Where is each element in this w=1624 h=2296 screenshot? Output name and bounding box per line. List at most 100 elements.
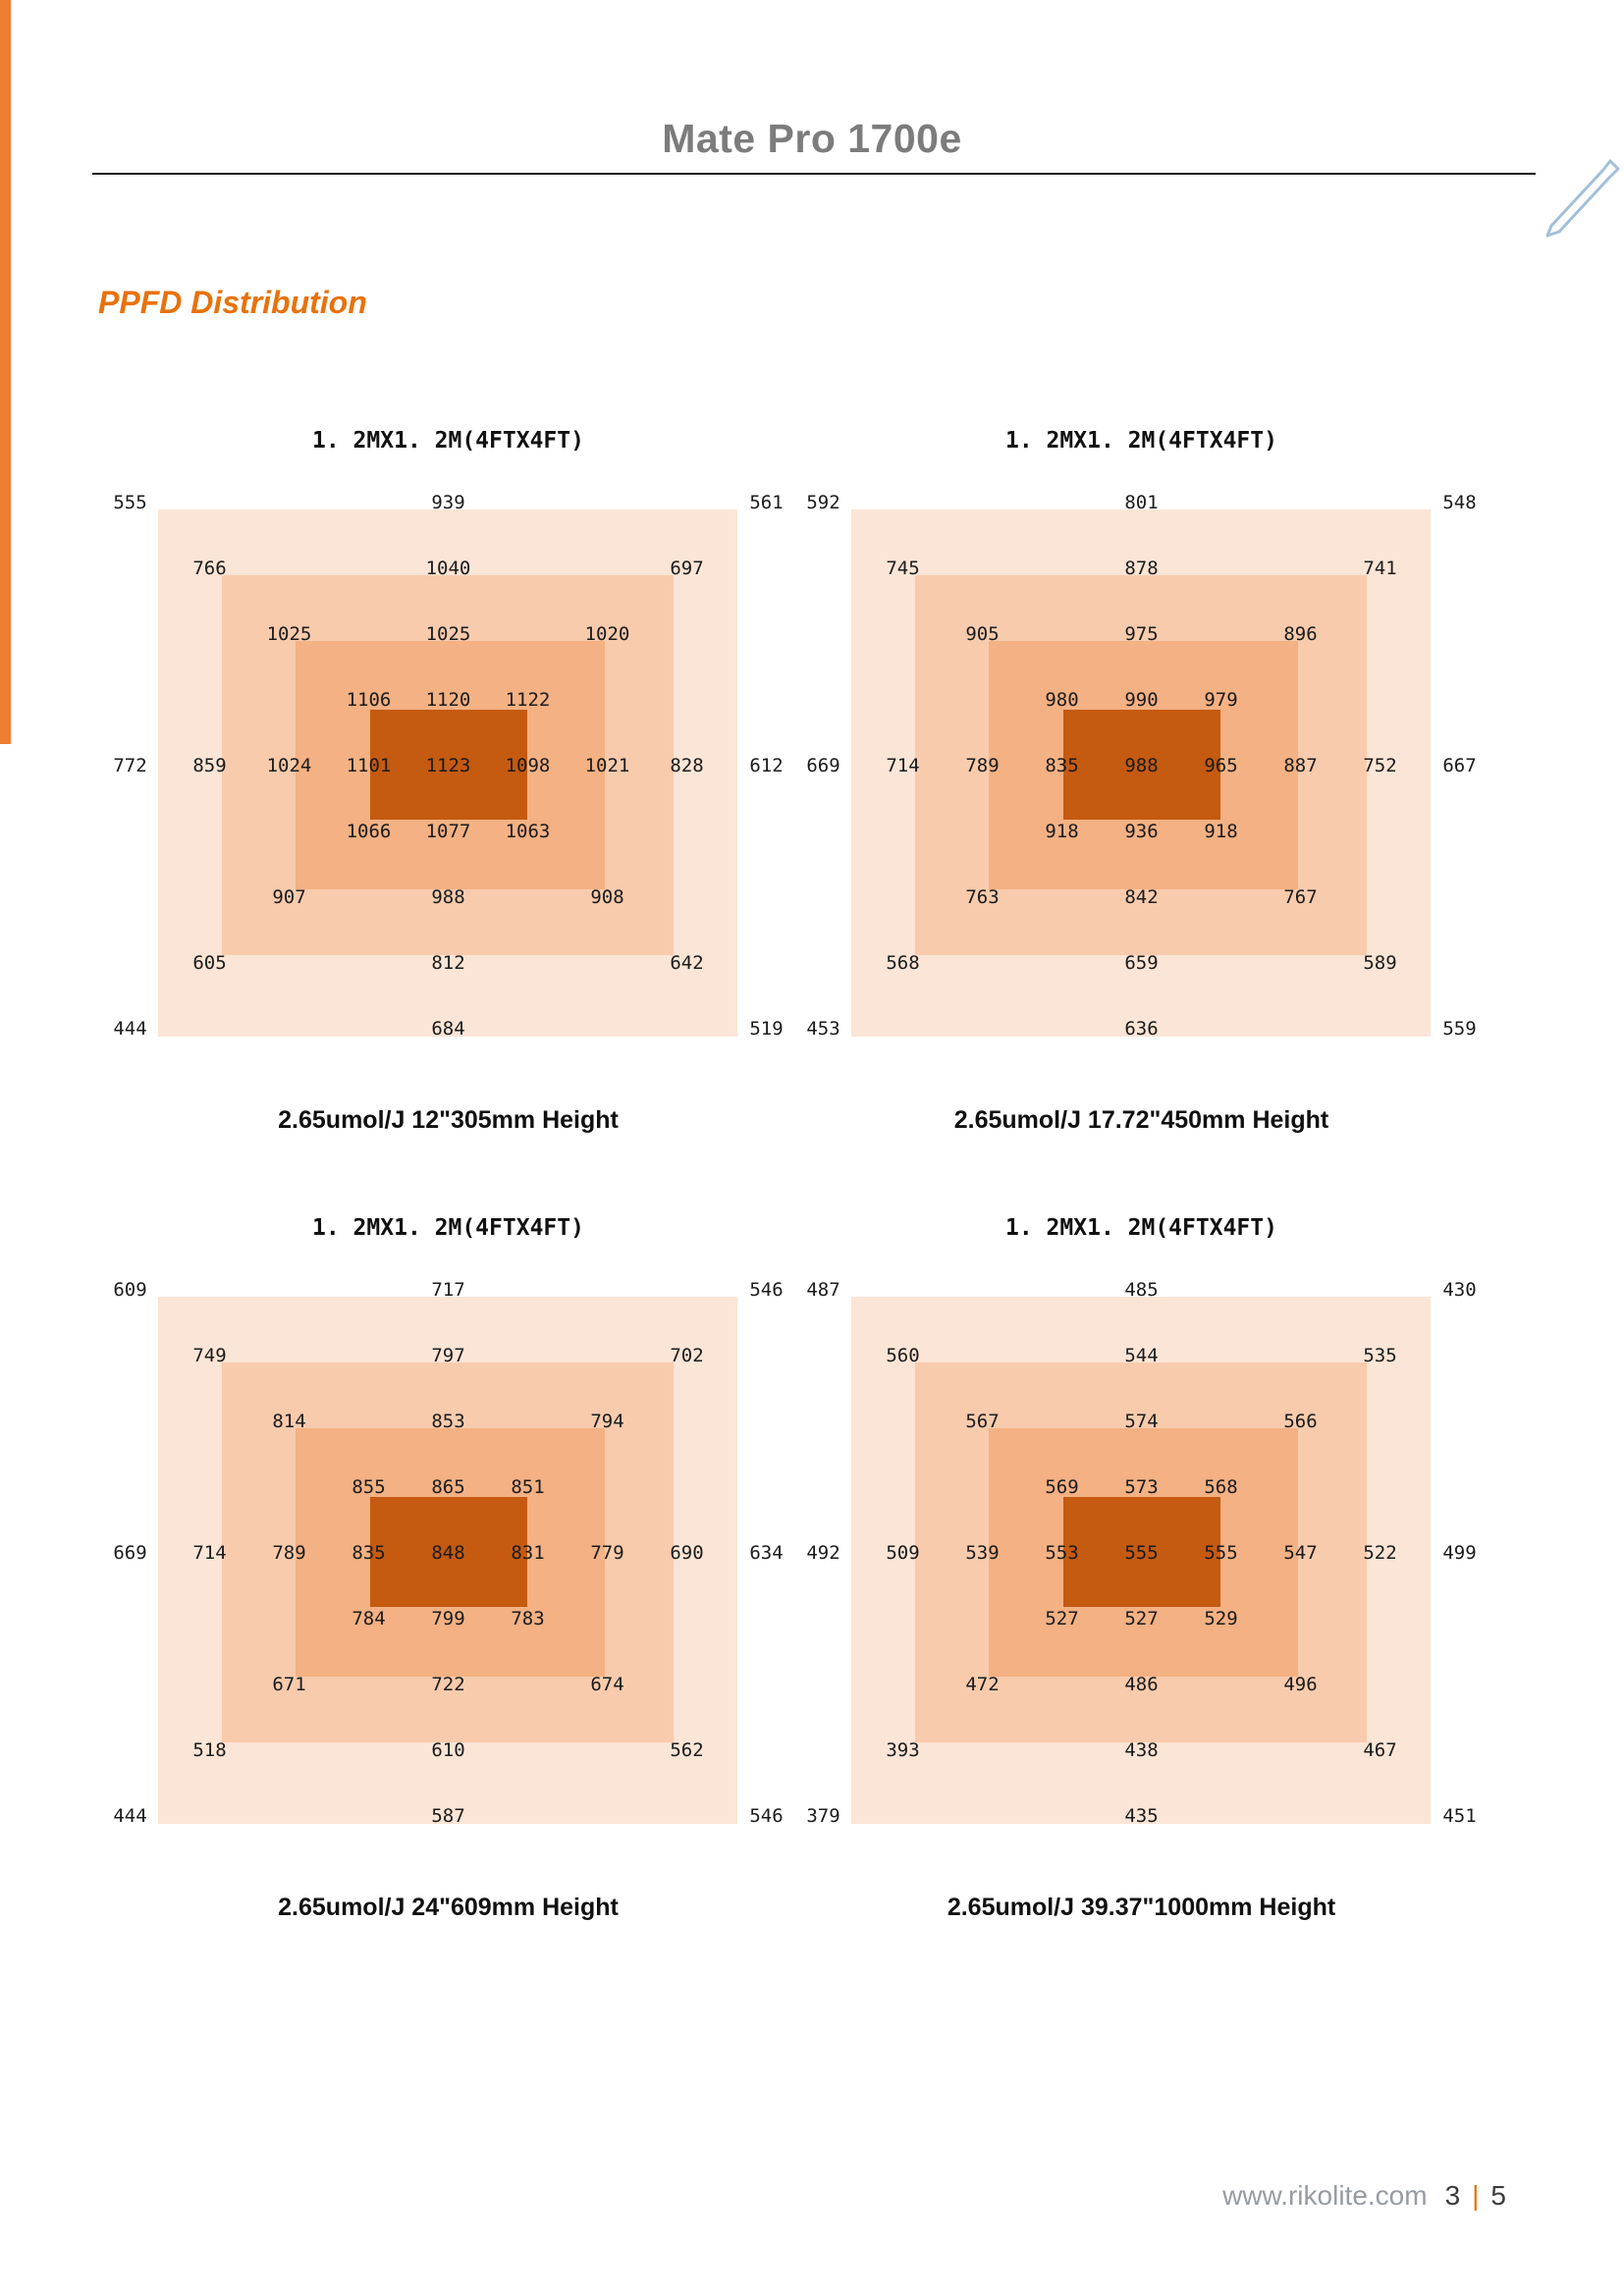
empty-cell	[1022, 995, 1102, 1061]
empty-cell	[249, 1783, 329, 1848]
ppfd-value: 855	[352, 1475, 386, 1498]
empty-cell	[90, 798, 170, 864]
empty-cell	[1261, 798, 1340, 864]
ppfd-value-grid: 487 485 430 560 544 535 567 574 566 569 573 568 492 5…	[784, 1256, 1499, 1848]
empty-cell	[863, 1585, 943, 1651]
ppfd-value: 438	[1124, 1738, 1159, 1761]
ppfd-value: 783	[511, 1607, 545, 1629]
empty-cell	[943, 535, 1022, 601]
ppfd-value: 472	[965, 1673, 1000, 1695]
ppfd-value: 379	[806, 1804, 840, 1827]
empty-cell	[170, 1651, 249, 1717]
ppfd-value: 492	[806, 1541, 840, 1564]
empty-cell	[863, 1651, 943, 1717]
empty-cell	[1340, 1388, 1420, 1454]
ppfd-value: 573	[1124, 1475, 1159, 1498]
page-separator: |	[1472, 2180, 1480, 2211]
ppfd-chart-1000mm: 1. 2MX1. 2M(4FTX4FT) 487 485 430 560 544 535 5…	[784, 1209, 1499, 1922]
ppfd-value: 684	[431, 1017, 465, 1040]
empty-cell	[329, 864, 408, 930]
empty-cell	[90, 1388, 170, 1454]
empty-cell	[249, 1322, 329, 1388]
empty-cell	[943, 667, 1022, 732]
website-link[interactable]: www.rikolite.com	[1222, 2180, 1428, 2211]
empty-cell	[329, 930, 408, 995]
ppfd-value: 714	[886, 754, 920, 776]
empty-cell	[863, 601, 943, 667]
ppfd-value: 435	[1124, 1804, 1159, 1827]
empty-cell	[943, 469, 1022, 535]
ppfd-value: 936	[1124, 820, 1159, 842]
ppfd-value: 605	[192, 951, 227, 974]
ppfd-value: 859	[192, 754, 227, 776]
empty-cell	[863, 798, 943, 864]
ppfd-value: 535	[1363, 1344, 1397, 1366]
ppfd-value: 444	[113, 1017, 147, 1040]
empty-cell	[1340, 798, 1420, 864]
empty-cell	[1022, 1717, 1102, 1783]
empty-cell	[943, 1585, 1022, 1651]
ppfd-value: 1077	[425, 820, 471, 842]
ppfd-chart-450mm: 1. 2MX1. 2M(4FTX4FT) 592 801 548 745 878 741 9…	[784, 422, 1499, 1135]
ppfd-value: 444	[113, 1804, 147, 1827]
empty-cell	[170, 864, 249, 930]
empty-cell	[249, 1585, 329, 1651]
empty-cell	[568, 1454, 647, 1520]
ppfd-value: 752	[1363, 754, 1397, 776]
ppfd-value: 722	[431, 1673, 465, 1695]
empty-cell	[170, 469, 249, 535]
chart-plot: 555 939 561 766 1040 697 1025 1025 1020 1106 1120 1…	[90, 469, 806, 1061]
ppfd-value: 828	[670, 754, 704, 776]
ppfd-value: 749	[192, 1344, 227, 1366]
ppfd-value: 1040	[425, 557, 471, 579]
empty-cell	[170, 1454, 249, 1520]
chart-caption: 2.65umol/J 39.37"1000mm Height	[947, 1894, 1336, 1921]
ppfd-value: 979	[1204, 688, 1238, 711]
ppfd-value: 763	[965, 885, 1000, 908]
ppfd-value: 559	[1442, 1017, 1477, 1040]
ppfd-value-grid: 609 717 546 749 797 702 814 853 794 855 865 851 669 7…	[90, 1256, 806, 1848]
empty-cell	[1261, 667, 1340, 732]
empty-cell	[943, 1717, 1022, 1783]
empty-cell	[170, 1585, 249, 1651]
empty-cell	[488, 1651, 568, 1717]
ppfd-value: 1066	[346, 820, 392, 842]
empty-cell	[170, 601, 249, 667]
chart-caption: 2.65umol/J 24"609mm Height	[278, 1894, 619, 1921]
empty-cell	[329, 1388, 408, 1454]
empty-cell	[863, 667, 943, 732]
empty-cell	[1181, 1651, 1261, 1717]
section-heading: PPFD Distribution	[98, 285, 367, 320]
ppfd-value: 467	[1363, 1738, 1397, 1761]
ppfd-value: 1025	[425, 622, 471, 645]
ppfd-value: 527	[1045, 1607, 1079, 1629]
ppfd-value: 561	[749, 491, 784, 513]
ppfd-value: 451	[1442, 1804, 1477, 1827]
ppfd-value: 555	[1204, 1541, 1238, 1564]
ppfd-value: 1122	[505, 688, 551, 711]
empty-cell	[1340, 1651, 1420, 1717]
page-number: 3	[1444, 2180, 1461, 2211]
ppfd-value: 659	[1124, 951, 1159, 974]
empty-cell	[943, 1783, 1022, 1848]
ppfd-value: 486	[1124, 1673, 1159, 1695]
empty-cell	[1420, 601, 1499, 667]
empty-cell	[863, 864, 943, 930]
empty-cell	[1261, 1256, 1340, 1322]
empty-cell	[784, 535, 863, 601]
ppfd-value: 453	[806, 1017, 840, 1040]
empty-cell	[647, 1256, 727, 1322]
empty-cell	[647, 1585, 727, 1651]
ppfd-value: 568	[886, 951, 920, 974]
empty-cell	[568, 469, 647, 535]
ppfd-value: 717	[431, 1278, 465, 1301]
empty-cell	[1181, 995, 1261, 1061]
ppfd-value: 555	[1124, 1541, 1159, 1564]
empty-cell	[329, 1783, 408, 1848]
ppfd-chart-305mm: 1. 2MX1. 2M(4FTX4FT) 555 939 561 766 1040 697…	[90, 422, 806, 1135]
empty-cell	[329, 601, 408, 667]
ppfd-value: 522	[1363, 1541, 1397, 1564]
heat-center-rect	[370, 1497, 527, 1607]
empty-cell	[1420, 1717, 1499, 1783]
empty-cell	[1420, 1585, 1499, 1651]
